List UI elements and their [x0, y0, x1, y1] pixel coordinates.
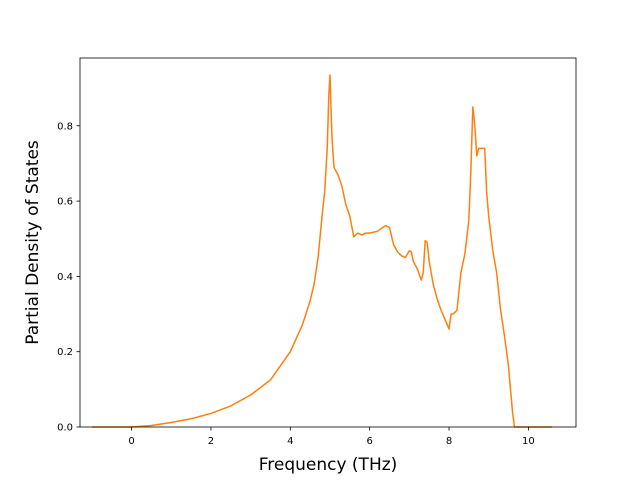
- y-axis-ticks: 0.0 0.2 0.4 0.6 0.8: [57, 121, 80, 434]
- y-tick-label: 0.4: [57, 272, 73, 283]
- x-tick-label: 8: [446, 436, 452, 447]
- x-tick-label: 4: [287, 436, 293, 447]
- x-tick-label: 0: [128, 436, 134, 447]
- series-line-0: [91, 74, 553, 428]
- y-axis-label: Partial Density of States: [23, 140, 43, 345]
- y-tick-label: 0.6: [57, 197, 73, 208]
- x-axis-ticks: 0 2 4 6 8 10: [128, 427, 535, 447]
- plot-frame: [79, 57, 577, 428]
- y-tick-label: 0.0: [57, 423, 73, 434]
- x-axis-label: Frequency (THz): [259, 455, 398, 475]
- y-tick-label: 0.8: [57, 121, 73, 132]
- x-tick-label: 6: [366, 436, 372, 447]
- plot-lines: [91, 74, 553, 428]
- x-tick-label: 10: [522, 436, 535, 447]
- x-tick-label: 2: [208, 436, 214, 447]
- y-tick-label: 0.2: [57, 347, 73, 358]
